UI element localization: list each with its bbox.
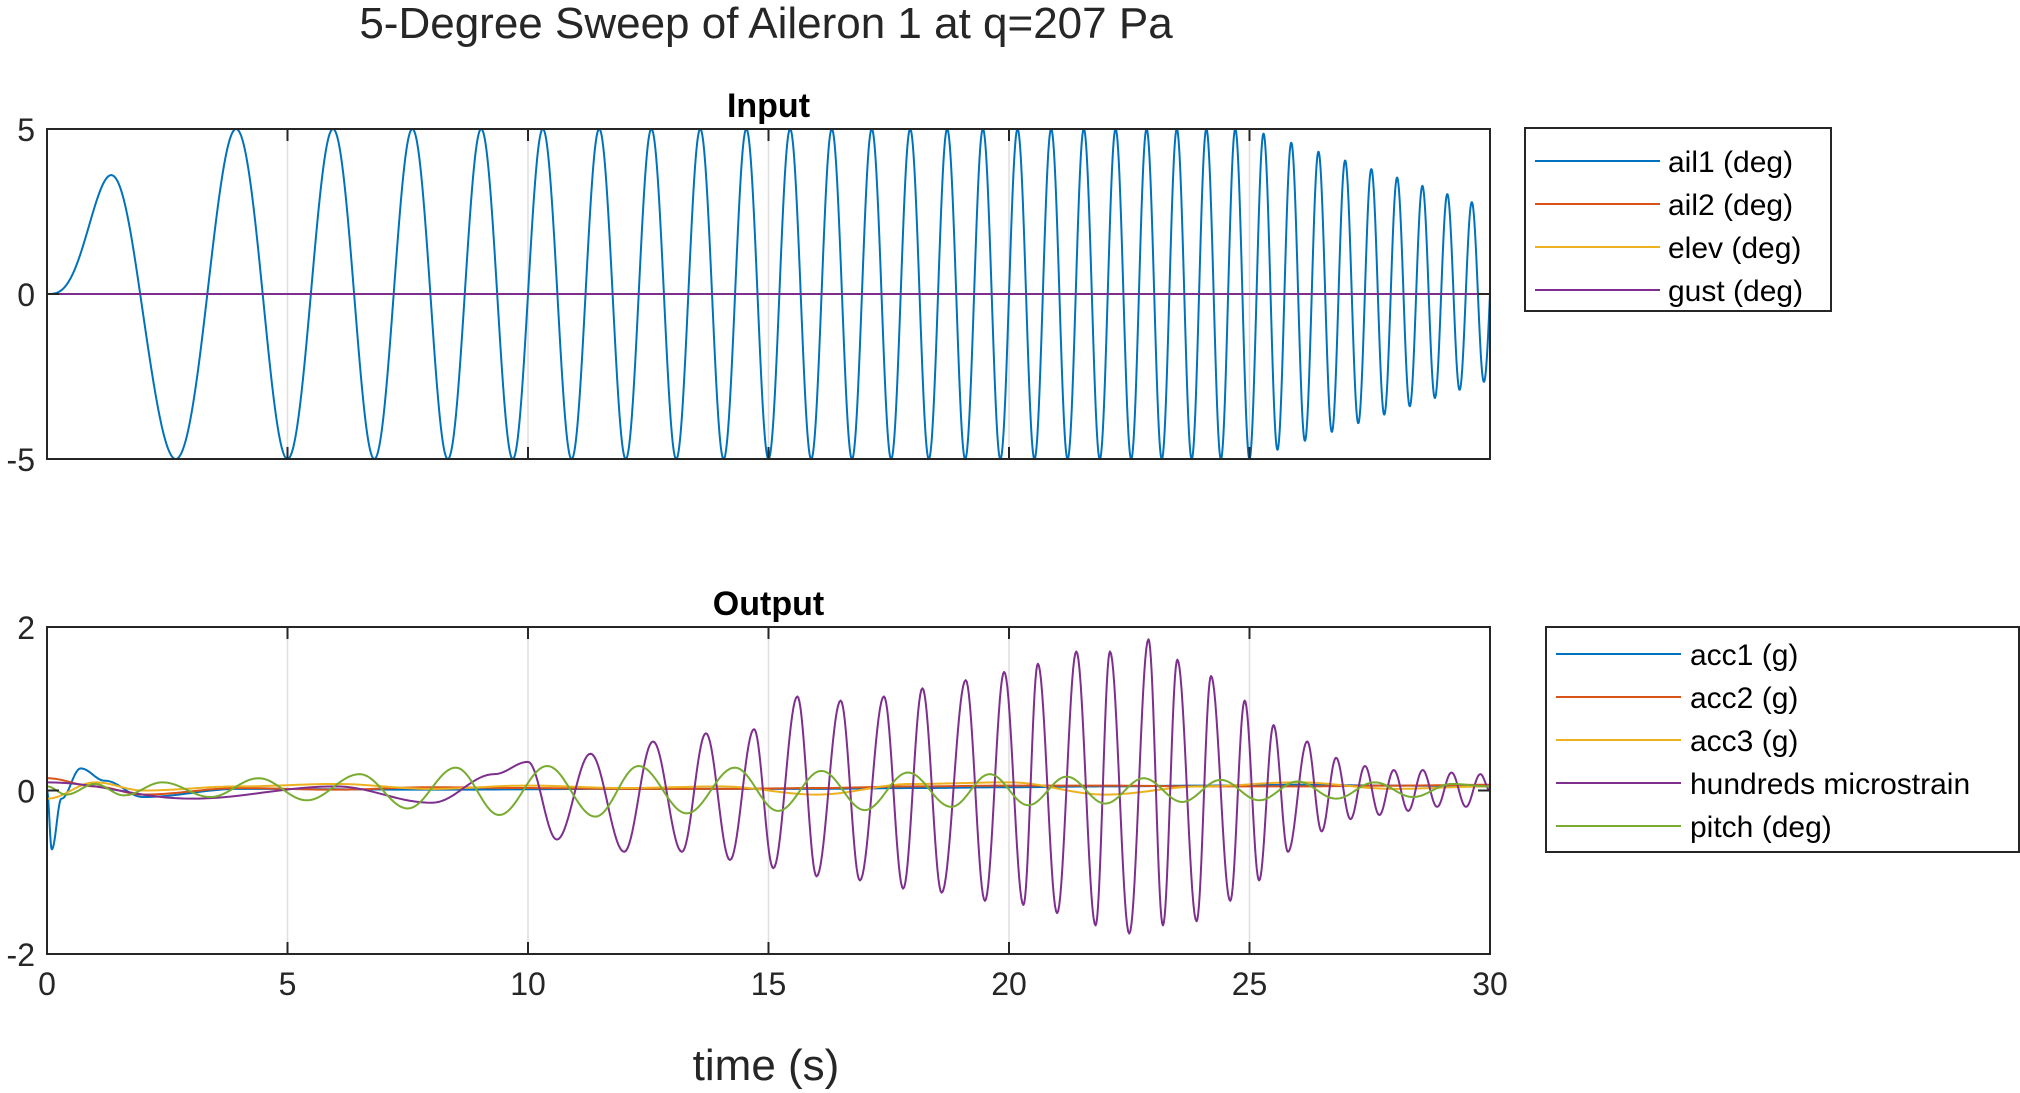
- input-legend: ail1 (deg) ail2 (deg) elev (deg) gust (deg): [1524, 127, 1832, 312]
- input-legend-label-0: ail1 (deg): [1668, 146, 1793, 179]
- input-panel: -5 0 5 Input ail1 (deg) ail2 (deg) elev (deg) g…: [7, 87, 1832, 478]
- input-y-tick-label-2: 5: [17, 112, 35, 148]
- input-legend-box: [1524, 127, 1832, 312]
- output-y-tick-label-2: 2: [17, 610, 35, 646]
- input-y-tick-label-1: 0: [17, 277, 35, 313]
- output-legend: acc1 (g) acc2 (g) acc3 (g) hundreds microst…: [1545, 626, 2020, 853]
- output-x-tick-label-2: 10: [510, 966, 546, 1002]
- output-series-line-4: [47, 764, 1490, 818]
- figure-suptitle: 5-Degree Sweep of Aileron 1 at q=207 Pa: [359, 0, 1173, 48]
- output-x-tick-label-3: 15: [751, 966, 787, 1002]
- output-y-tick-label-1: 0: [17, 774, 35, 810]
- x-axis-label: time (s): [693, 1041, 840, 1090]
- output-x-tick-label-6: 30: [1472, 966, 1508, 1002]
- output-legend-label-4: pitch (deg): [1690, 811, 1832, 844]
- input-legend-label-3: gust (deg): [1668, 275, 1803, 308]
- output-y-tick-label-0: -2: [7, 937, 35, 973]
- output-series-line-1: [47, 777, 1490, 796]
- output-series-group: [47, 638, 1490, 935]
- output-x-tick-label-0: 0: [38, 966, 56, 1002]
- input-panel-title: Input: [727, 87, 810, 125]
- output-x-tick-label-4: 20: [991, 966, 1027, 1002]
- input-y-tick-label-0: -5: [7, 442, 35, 478]
- output-legend-label-1: acc2 (g): [1690, 682, 1798, 715]
- output-legend-label-0: acc1 (g): [1690, 639, 1798, 672]
- input-legend-label-1: ail2 (deg): [1668, 189, 1793, 222]
- output-x-tick-label-1: 5: [279, 966, 297, 1002]
- input-legend-label-2: elev (deg): [1668, 232, 1801, 265]
- output-legend-label-2: acc3 (g): [1690, 725, 1798, 758]
- output-series-line-3: [47, 638, 1490, 935]
- output-x-tick-label-5: 25: [1232, 966, 1268, 1002]
- output-legend-label-3: hundreds microstrain: [1690, 768, 1970, 801]
- output-panel-title: Output: [713, 585, 824, 623]
